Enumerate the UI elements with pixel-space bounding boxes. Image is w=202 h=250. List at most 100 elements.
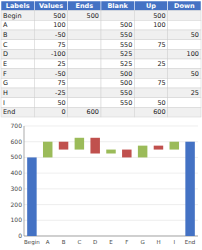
table-cell xyxy=(134,59,167,69)
table-cell xyxy=(34,88,67,98)
y-tick-label: 0 xyxy=(18,232,22,239)
table-cell xyxy=(68,78,101,88)
table-cell xyxy=(34,98,67,108)
table-cell xyxy=(134,40,167,50)
blank-segment xyxy=(43,157,52,236)
table-cell xyxy=(168,107,201,117)
table-cell-text: C xyxy=(3,41,8,49)
table-cell-text: 550 xyxy=(120,31,132,39)
table-header-cell xyxy=(134,1,167,11)
table-cell xyxy=(134,98,167,108)
table-cell xyxy=(134,107,167,117)
table-header-cell xyxy=(101,1,134,11)
table-cell xyxy=(134,30,167,40)
table-cell xyxy=(68,107,101,117)
table-cell-text: F xyxy=(3,70,7,78)
table-cell-text: 500 xyxy=(120,70,132,78)
table-cell xyxy=(168,20,201,30)
blank-segment xyxy=(122,157,131,236)
table-cell-text: 500 xyxy=(87,12,99,20)
bar xyxy=(122,150,131,158)
table-cell-text: 500 xyxy=(153,12,165,20)
bar xyxy=(43,142,52,158)
table-cell xyxy=(168,30,201,40)
table-cell-text: 25 xyxy=(157,60,165,68)
y-axis-line xyxy=(24,126,25,236)
table-cell-text: B xyxy=(3,31,7,39)
table-cell-text: G xyxy=(3,79,8,87)
table-cell-text: 100 xyxy=(153,21,165,29)
table-cell xyxy=(101,49,134,59)
y-tick-label: 500 xyxy=(11,153,23,160)
table-cell xyxy=(101,98,134,108)
table-cell-text: 75 xyxy=(157,79,165,87)
table-header-cell xyxy=(34,1,67,11)
blank-segment xyxy=(106,154,115,237)
table-cell xyxy=(168,11,201,21)
table-cell xyxy=(1,78,34,88)
table-cell xyxy=(34,30,67,40)
bar xyxy=(154,146,163,150)
table-header-cell xyxy=(68,1,101,11)
y-tick-label: 200 xyxy=(11,201,23,208)
table-cell xyxy=(34,49,67,59)
bar xyxy=(185,142,194,236)
table-cell xyxy=(68,69,101,79)
table-header-cell xyxy=(168,1,201,11)
table-cell xyxy=(68,11,101,21)
table-cell xyxy=(101,69,134,79)
table-cell xyxy=(168,69,201,79)
table-cell xyxy=(168,98,201,108)
table-cell-text: -100 xyxy=(51,50,66,58)
bar xyxy=(59,142,68,150)
grid-line xyxy=(24,204,198,205)
grid-line xyxy=(24,188,198,189)
chart-root: LabelsValuesEndsBlankUpDownBegin50050050… xyxy=(0,0,202,250)
table-cell xyxy=(1,107,34,117)
table-cell xyxy=(34,78,67,88)
table-cell-text: D xyxy=(3,50,8,58)
table: LabelsValuesEndsBlankUpDownBegin50050050… xyxy=(1,1,201,117)
x-tick-label: Begin xyxy=(24,239,40,246)
y-tick-label: 600 xyxy=(11,138,23,145)
table-cell-text: H xyxy=(3,89,8,97)
x-tick-label: B xyxy=(62,239,66,245)
table-cell-text: 550 xyxy=(120,99,132,107)
table-cell-text: 525 xyxy=(120,50,132,58)
x-axis-line xyxy=(24,236,198,237)
table-cell-text: -50 xyxy=(55,70,66,78)
x-tick-label: F xyxy=(125,239,128,245)
table-cell xyxy=(168,49,201,59)
table-cell xyxy=(68,30,101,40)
table-cell xyxy=(101,88,134,98)
table-header-cell xyxy=(1,1,34,11)
table-cell-text: 500 xyxy=(53,12,65,20)
x-tick-label: I xyxy=(173,239,175,245)
x-tick-label: H xyxy=(156,239,160,245)
bar xyxy=(106,150,115,154)
grid-line xyxy=(24,173,198,174)
table-cell xyxy=(101,40,134,50)
blank-segment xyxy=(59,150,68,236)
table-cell xyxy=(101,30,134,40)
table-cell-text: 25 xyxy=(191,89,199,97)
table-cell-text: 75 xyxy=(157,41,165,49)
bar xyxy=(170,142,179,150)
table-cell xyxy=(1,69,34,79)
grid-line xyxy=(24,126,198,127)
x-tick-label: D xyxy=(93,239,97,245)
table-cell xyxy=(68,40,101,50)
table-cell xyxy=(68,98,101,108)
y-tick-label: 100 xyxy=(11,216,23,223)
table-cell-text: -50 xyxy=(55,31,66,39)
table-cell-text: 600 xyxy=(153,108,165,116)
table-cell-text: I xyxy=(3,99,5,107)
table-cell-text: End xyxy=(3,108,15,116)
table-cell-text: Begin xyxy=(3,12,22,20)
table-cell xyxy=(1,98,34,108)
table-cell xyxy=(68,59,101,69)
table-cell-text: 500 xyxy=(120,21,132,29)
table-cell-text: 100 xyxy=(53,21,65,29)
table-cell xyxy=(1,20,34,30)
table-cell xyxy=(34,11,67,21)
